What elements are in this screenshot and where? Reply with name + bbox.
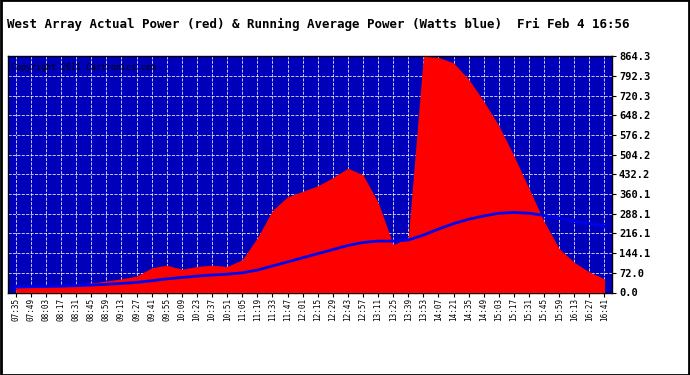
Text: Copyright 2011 Cartronics.com: Copyright 2011 Cartronics.com — [11, 63, 157, 72]
Text: West Array Actual Power (red) & Running Average Power (Watts blue)  Fri Feb 4 16: West Array Actual Power (red) & Running … — [7, 18, 629, 31]
